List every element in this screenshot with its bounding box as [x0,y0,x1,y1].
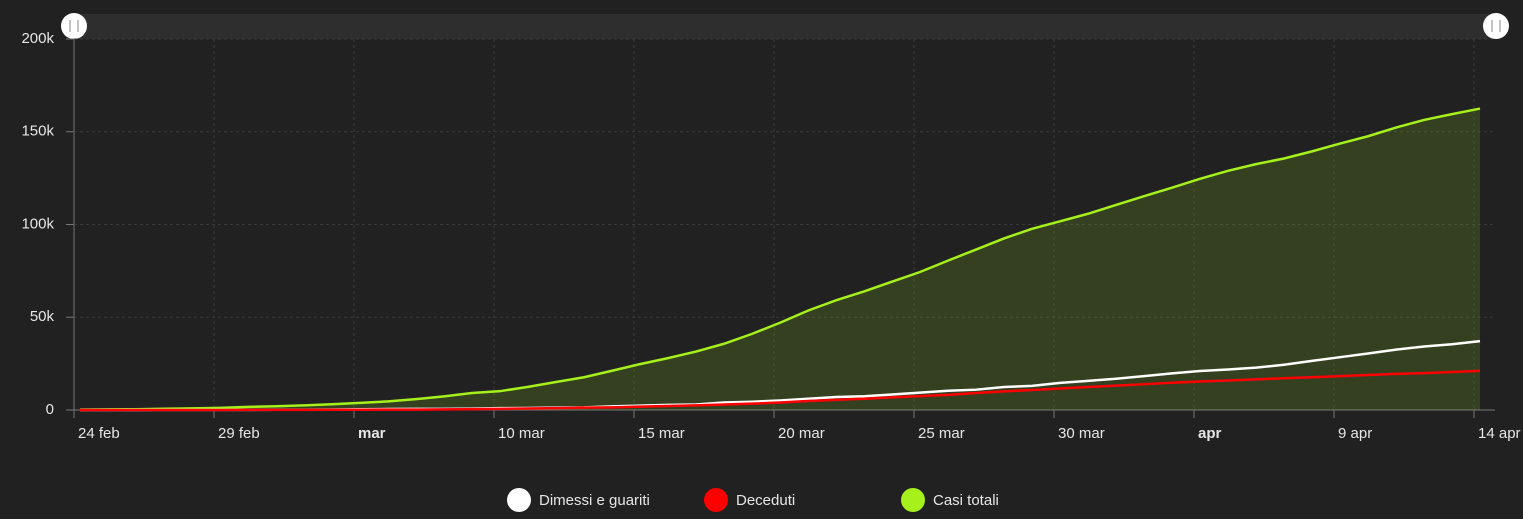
x-tick-label: 10 mar [498,425,545,442]
x-tick-label: 25 mar [918,425,965,442]
x-tick-label: 15 mar [638,425,685,442]
x-tick-label: 20 mar [778,425,825,442]
legend-label: Deceduti [736,492,795,509]
y-tick-label: 0 [46,401,54,418]
legend-marker [507,488,531,512]
x-tick-label: apr [1198,425,1222,442]
y-tick-label: 50k [30,308,55,325]
y-tick-label: 150k [21,123,54,140]
legend-label: Dimessi e guariti [539,492,650,509]
y-tick-label: 200k [21,30,54,47]
x-tick-label: mar [358,425,386,442]
x-tick-label: 24 feb [78,425,120,442]
navigator [74,14,1496,39]
legend-marker [901,488,925,512]
range-handle[interactable] [1483,13,1509,39]
y-tick-label: 100k [21,215,54,232]
legend-marker [704,488,728,512]
line [79,107,1481,411]
line [79,369,1481,412]
x-tick-label: 29 feb [218,425,260,442]
x-tick-label: 14 apr [1478,425,1521,442]
x-tick-label: 9 apr [1338,425,1372,442]
area [80,108,1480,410]
legend-label: Casi totali [933,492,999,509]
range-handle[interactable] [61,13,87,39]
x-tick-label: 30 mar [1058,425,1105,442]
